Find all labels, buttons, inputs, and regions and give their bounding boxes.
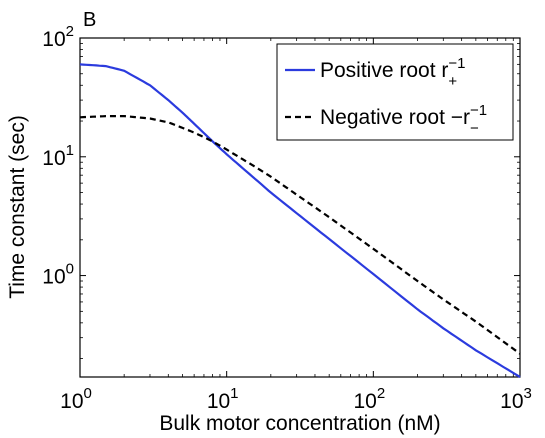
plot-area <box>79 37 521 378</box>
y-axis-label: Time constant (sec) <box>6 115 29 299</box>
x-tick-label: 101 <box>207 385 239 413</box>
panel-label: B <box>83 9 96 31</box>
x-tick-label: 102 <box>353 385 385 413</box>
x-tick-label: 103 <box>500 385 532 413</box>
legend-subscript: + <box>448 73 457 90</box>
series-line-positive-root <box>79 63 521 378</box>
series-line-negative-root <box>79 115 521 355</box>
legend: Positive root r−1+ Negative root −r−1− <box>276 43 514 141</box>
x-axis-label: Bulk motor concentration (nM) <box>159 412 440 435</box>
legend-box <box>276 43 514 141</box>
legend-subscript: − <box>470 120 479 137</box>
y-tick-label: 102 <box>42 23 74 51</box>
y-axis-ticks: 100 101 102 <box>42 23 520 359</box>
legend-label: Positive root r−1 <box>320 55 466 82</box>
legend-label: Negative root −r−1 <box>320 102 487 129</box>
y-tick-label: 101 <box>42 142 74 170</box>
series-layer <box>79 63 521 378</box>
x-axis-ticks: 100 101 102 103 <box>60 38 532 413</box>
y-tick-label: 100 <box>42 261 74 289</box>
x-tick-label: 100 <box>60 385 92 413</box>
